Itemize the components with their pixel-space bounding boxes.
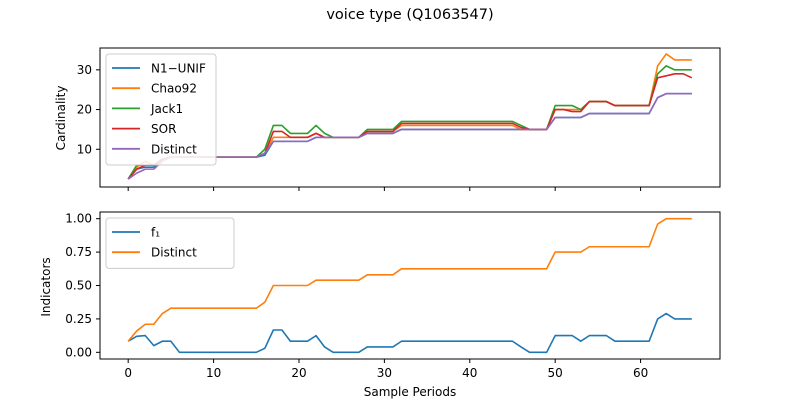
indicators-y-axis-label: Indicators [39,257,53,316]
x-tick-label: 30 [377,366,392,380]
legend-label: Chao92 [151,82,197,96]
legend: f₁ Distinct [105,217,235,269]
y-tick-label: 30 [77,63,92,77]
x-axis-label: Sample Periods [364,385,456,399]
y-tick-label: 10 [77,142,92,156]
y-tick-label: 0.75 [65,245,92,259]
x-tick-label: 40 [462,366,477,380]
y-tick-label: 1.00 [65,212,92,226]
plot-area [127,217,692,354]
legend-label: SOR [151,122,176,136]
cardinality-panel: Cardinality 10 20 30 N1−UNIF Chao92 Jack1 SOR D… [54,47,721,191]
legend-label: N1−UNIF [151,62,206,76]
legend-label: Distinct [151,246,197,260]
legend-label: Distinct [151,142,197,156]
figure-title: voice type (Q1063547) [326,7,493,23]
x-tick-label: 0 [124,366,132,380]
legend-box [105,53,217,166]
series-line-distinct [127,92,692,180]
x-tick-label: 50 [548,366,563,380]
x-tick-label: 10 [206,366,221,380]
y-tick-label: 0.00 [65,345,92,359]
x-tick-label: 60 [633,366,648,380]
legend-label: Jack1 [150,102,183,116]
indicators-panel: Indicators Sample Periods 0 10 20 30 40 50 60 0… [39,211,721,399]
legend-label: f₁ [151,226,160,240]
legend-box [105,217,235,269]
y-tick-label: 0.50 [65,279,92,293]
y-tick-label: 20 [77,103,92,117]
y-tick-label: 0.25 [65,312,92,326]
x-tick-label: 20 [291,366,306,380]
series-line-distinct [127,217,692,342]
plot-area [127,53,693,180]
series-line-f- [127,312,692,354]
cardinality-y-axis-label: Cardinality [54,86,68,151]
legend: N1−UNIF Chao92 Jack1 SOR Distinct [105,53,217,166]
axes-frame [99,47,721,188]
